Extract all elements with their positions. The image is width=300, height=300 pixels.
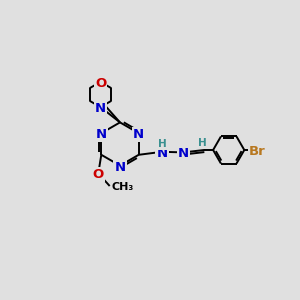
Text: O: O: [93, 168, 104, 182]
Text: O: O: [95, 77, 106, 90]
Text: N: N: [96, 128, 107, 141]
Text: N: N: [114, 160, 126, 174]
Text: N: N: [95, 102, 106, 115]
Text: H: H: [198, 138, 207, 148]
Text: H: H: [158, 140, 167, 149]
Text: N: N: [157, 147, 168, 160]
Text: Br: Br: [249, 145, 266, 158]
Text: N: N: [133, 128, 144, 141]
Text: N: N: [178, 147, 189, 161]
Text: CH₃: CH₃: [111, 182, 134, 192]
